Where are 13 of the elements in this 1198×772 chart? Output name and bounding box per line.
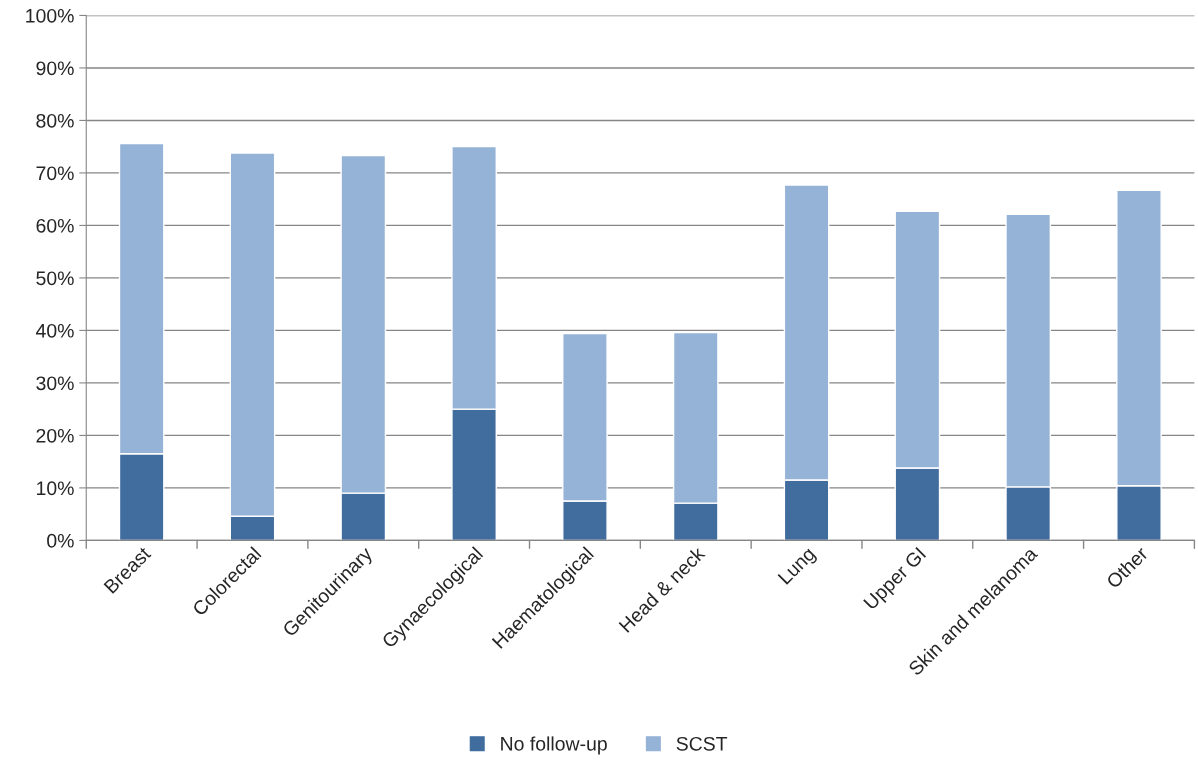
y-tick-label: 50% [36,271,74,286]
y-tick-label: 30% [36,376,74,391]
y-tick-label: 40% [35,323,74,338]
y-tick-label: 100% [26,8,74,23]
y-tick-label: 90% [36,61,74,76]
y-tick-label: 60% [36,218,74,233]
legend-label: SCST [676,736,728,751]
y-tick-label: 20% [36,428,74,443]
y-tick-label: 80% [36,113,74,128]
y-tick-label: 10% [37,481,74,496]
legend-label: No follow-up [501,736,607,755]
y-tick-label: 70% [36,166,74,181]
y-tick-label: 0% [47,533,74,548]
